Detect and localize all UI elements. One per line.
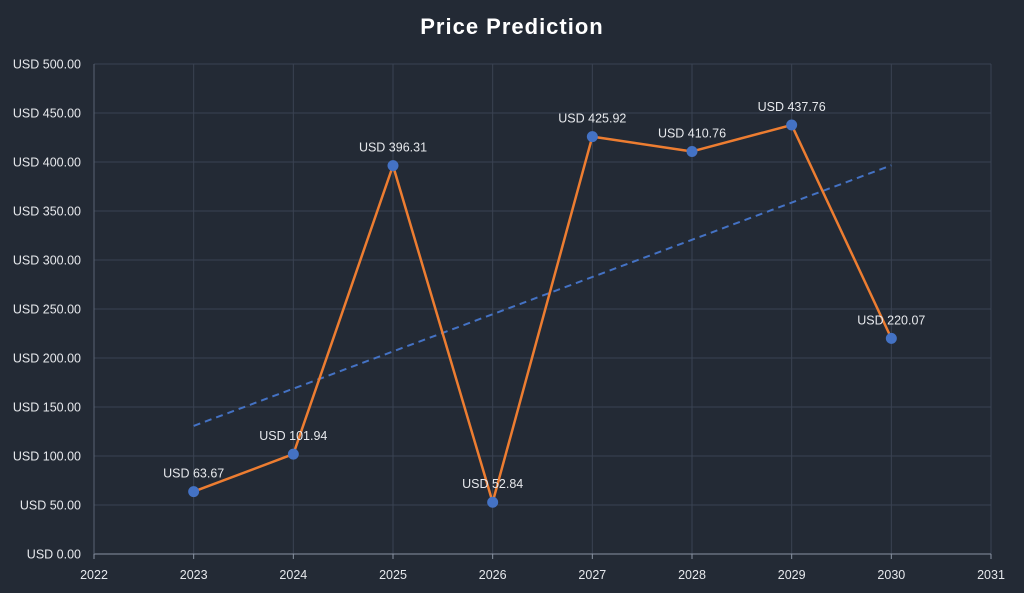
- data-point: [786, 119, 798, 131]
- data-label: USD 63.67: [163, 467, 224, 481]
- x-tick-label: 2023: [180, 568, 208, 582]
- x-tick-label: 2022: [80, 568, 108, 582]
- x-tick-label: 2027: [578, 568, 606, 582]
- data-label: USD 437.76: [758, 100, 826, 114]
- y-tick-label: USD 400.00: [13, 156, 81, 170]
- y-tick-label: USD 0.00: [27, 548, 81, 562]
- data-point: [586, 131, 598, 143]
- data-point: [188, 486, 200, 498]
- y-tick-label: USD 300.00: [13, 254, 81, 268]
- data-label: USD 396.31: [359, 141, 427, 155]
- y-tick-label: USD 250.00: [13, 303, 81, 317]
- y-tick-label: USD 50.00: [20, 499, 81, 513]
- data-label: USD 52.84: [462, 477, 523, 491]
- y-tick-label: USD 150.00: [13, 401, 81, 415]
- x-tick-label: 2028: [678, 568, 706, 582]
- chart-title: Price Prediction: [420, 14, 604, 39]
- x-tick-label: 2029: [778, 568, 806, 582]
- x-tick-label: 2024: [279, 568, 307, 582]
- y-tick-label: USD 100.00: [13, 450, 81, 464]
- series-line: [193, 123, 893, 504]
- data-label: USD 425.92: [558, 112, 626, 126]
- x-tick-label: 2025: [379, 568, 407, 582]
- y-tick-label: USD 450.00: [13, 107, 81, 121]
- data-label: USD 220.07: [857, 313, 925, 327]
- data-point: [885, 332, 897, 344]
- x-tick-label: 2031: [977, 568, 1005, 582]
- x-tick-label: 2026: [479, 568, 507, 582]
- data-point: [686, 145, 698, 157]
- y-tick-label: USD 200.00: [13, 352, 81, 366]
- data-point: [487, 496, 499, 508]
- data-label: USD 410.76: [658, 126, 726, 140]
- y-tick-label: USD 350.00: [13, 205, 81, 219]
- data-label: USD 101.94: [259, 429, 327, 443]
- trendline: [193, 164, 892, 427]
- data-point: [387, 160, 399, 172]
- x-tick-label: 2030: [877, 568, 905, 582]
- y-tick-label: USD 500.00: [13, 58, 81, 72]
- data-point: [287, 448, 299, 460]
